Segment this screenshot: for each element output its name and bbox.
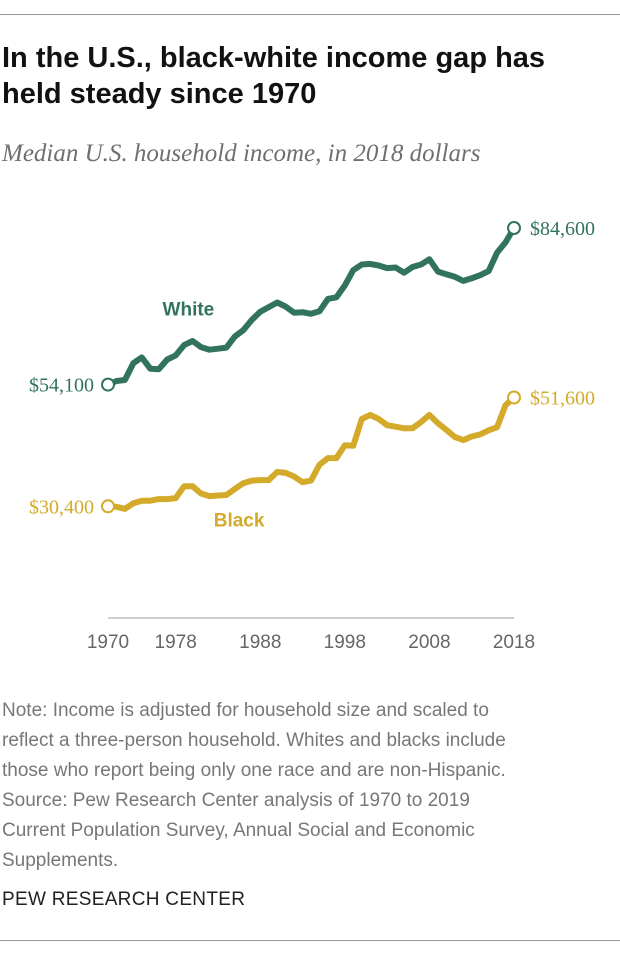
- x-tick-label: 2018: [493, 632, 535, 653]
- x-tick-label: 1998: [324, 632, 366, 653]
- endpoint-marker-white: [507, 221, 521, 235]
- series-layer: [101, 221, 521, 514]
- bottom-rule: [0, 940, 620, 941]
- annotation-layer: White Black $54,100 $84,600 $30,400 $51,600: [29, 218, 595, 531]
- chart-notes: Note: Income is adjusted for household s…: [2, 696, 608, 876]
- series-line-black: [105, 394, 517, 512]
- value-label-white-2018: $84,600: [530, 218, 595, 240]
- endpoint-marker-white: [101, 377, 115, 392]
- line-chart: 1970 1978 1988 1998 2008 2018 White Black $54,1…: [29, 218, 595, 653]
- x-axis-ticks: 1970 1978 1988 1998 2008 2018: [87, 632, 535, 653]
- source-line: Supplements.: [2, 850, 119, 871]
- source-line: Current Population Survey, Annual Social…: [2, 820, 475, 841]
- endpoint-marker-black: [101, 499, 115, 514]
- note-line: reflect a three-person household. Whites…: [2, 730, 506, 751]
- source-brand: PEW RESEARCH CENTER: [2, 889, 246, 910]
- x-tick-label: 1988: [239, 632, 281, 653]
- x-tick-label: 2008: [408, 632, 450, 653]
- top-rule: [0, 14, 620, 15]
- x-tick-label: 1978: [155, 632, 197, 653]
- chart-title: In the U.S., black-white income gap has …: [2, 42, 546, 110]
- note-line: Note: Income is adjusted for household s…: [2, 700, 489, 721]
- series-label-black: Black: [214, 510, 265, 531]
- source-line: Source: Pew Research Center analysis of …: [2, 790, 470, 811]
- series-line-white: [105, 225, 517, 388]
- endpoint-marker-black: [507, 390, 521, 405]
- note-line: those who report being only one race and…: [2, 760, 506, 781]
- value-label-white-1970: $54,100: [29, 375, 94, 397]
- value-label-black-1970: $30,400: [29, 496, 94, 518]
- chart-subtitle: Median U.S. household income, in 2018 do…: [2, 140, 481, 167]
- series-label-white: White: [163, 299, 215, 320]
- x-tick-label: 1970: [87, 632, 129, 653]
- value-label-black-2018: $51,600: [530, 388, 595, 410]
